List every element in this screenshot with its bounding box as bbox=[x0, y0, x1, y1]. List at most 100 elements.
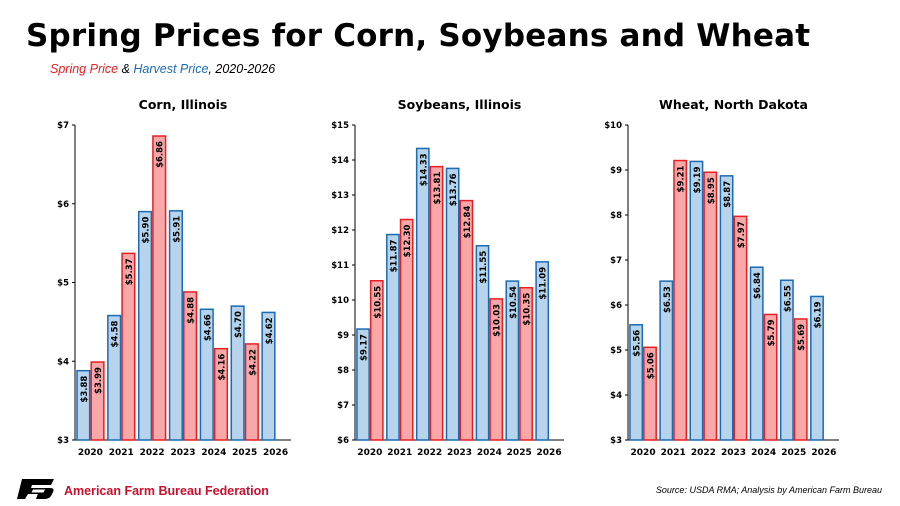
spring-price-bar bbox=[793, 318, 808, 441]
harvest-price-bar bbox=[168, 210, 183, 441]
harvest-value-label: $6.84 bbox=[753, 272, 763, 299]
spring-price-bar bbox=[519, 287, 533, 441]
harvest-price-bar bbox=[137, 210, 153, 441]
y-tick-label: $10 bbox=[331, 296, 349, 306]
x-tick-label: 2020 bbox=[357, 448, 382, 458]
page-title: Spring Prices for Corn, Soybeans and Whe… bbox=[26, 18, 811, 54]
chart-title: Corn, Illinois bbox=[139, 97, 228, 112]
afbf-logo-icon bbox=[17, 479, 54, 499]
y-tick-label: $7 bbox=[610, 256, 622, 266]
x-tick-label: 2026 bbox=[811, 448, 836, 458]
harvest-value-label: $5.91 bbox=[172, 216, 182, 243]
harvest-value-label: $11.87 bbox=[389, 239, 399, 272]
x-tick-label: 2025 bbox=[781, 448, 806, 458]
harvest-price-bar bbox=[689, 160, 704, 441]
harvest-value-label: $11.09 bbox=[539, 267, 549, 300]
y-tick-label: $13 bbox=[331, 191, 349, 201]
harvest-value-label: $4.58 bbox=[111, 320, 121, 347]
x-tick-label: 2021 bbox=[109, 448, 134, 458]
x-tick-label: 2024 bbox=[201, 448, 226, 458]
chart-soybeans-illinois: Soybeans, Illinois $6 $7 $8 $9 $10 $11 $12 $13 $1… bbox=[331, 97, 564, 458]
spring-value-label: $10.55 bbox=[373, 286, 383, 319]
y-tick-label: $7 bbox=[57, 121, 69, 131]
harvest-price-bar bbox=[810, 295, 824, 441]
y-tick-label: $4 bbox=[610, 391, 622, 401]
harvest-value-label: $3.88 bbox=[80, 376, 90, 403]
x-tick-label: 2026 bbox=[263, 448, 288, 458]
harvest-value-label: $5.90 bbox=[142, 217, 152, 244]
chart-title: Wheat, North Dakota bbox=[659, 97, 808, 112]
spring-price-bar bbox=[733, 215, 748, 441]
harvest-price-bar bbox=[356, 328, 370, 441]
x-tick-label: 2025 bbox=[507, 448, 532, 458]
spring-value-label: $6.86 bbox=[156, 141, 166, 168]
harvest-value-label: $10.54 bbox=[509, 286, 519, 319]
spring-price-bar bbox=[369, 280, 384, 441]
subtitle-spring-price: Spring Price bbox=[50, 62, 119, 76]
spring-value-label: $13.81 bbox=[433, 172, 443, 205]
spring-price-bar bbox=[90, 361, 105, 441]
y-tick-label: $6 bbox=[337, 436, 349, 446]
spring-price-bar bbox=[399, 218, 414, 441]
x-tick-label: 2023 bbox=[721, 448, 746, 458]
spring-value-label: $5.06 bbox=[647, 352, 657, 379]
spring-value-label: $10.35 bbox=[523, 293, 533, 326]
harvest-price-bar bbox=[719, 175, 734, 441]
y-tick-label: $6 bbox=[57, 200, 69, 210]
x-tick-label: 2024 bbox=[477, 448, 502, 458]
harvest-price-bar bbox=[629, 324, 644, 441]
harvest-price-bar bbox=[505, 280, 520, 441]
x-tick-label: 2020 bbox=[78, 448, 103, 458]
spring-value-label: $4.88 bbox=[187, 297, 197, 324]
harvest-price-bar bbox=[76, 369, 91, 441]
harvest-value-label: $6.53 bbox=[663, 286, 673, 313]
y-tick-label: $7 bbox=[337, 401, 349, 411]
subtitle-years: , 2020-2026 bbox=[208, 62, 276, 76]
harvest-value-label: $5.56 bbox=[633, 330, 643, 357]
spring-value-label: $3.99 bbox=[94, 367, 104, 394]
y-tick-label: $14 bbox=[331, 156, 349, 166]
harvest-value-label: $11.55 bbox=[479, 251, 489, 284]
harvest-price-bar bbox=[535, 261, 550, 441]
spring-value-label: $8.95 bbox=[707, 177, 717, 204]
spring-value-label: $4.16 bbox=[217, 354, 227, 381]
chart-wheat-north-dakota: Wheat, North Dakota $3 $4 $5 $6 $7 $8 $9 $10 2020… bbox=[604, 97, 839, 458]
harvest-price-bar bbox=[749, 266, 764, 441]
spring-price-bar bbox=[429, 165, 444, 441]
spring-price-bar bbox=[121, 252, 136, 441]
spring-price-bar bbox=[763, 313, 778, 441]
harvest-price-bar bbox=[261, 311, 276, 441]
x-tick-label: 2023 bbox=[447, 448, 472, 458]
spring-value-label: $12.30 bbox=[403, 224, 413, 257]
spring-value-label: $5.79 bbox=[767, 319, 777, 346]
spring-value-label: $7.97 bbox=[737, 221, 747, 248]
y-tick-label: $9 bbox=[610, 166, 622, 176]
harvest-value-label: $14.33 bbox=[419, 153, 429, 186]
spring-price-bar bbox=[244, 343, 259, 441]
x-tick-label: 2020 bbox=[631, 448, 656, 458]
x-tick-label: 2022 bbox=[140, 448, 165, 458]
y-tick-label: $12 bbox=[331, 226, 349, 236]
harvest-price-bar bbox=[107, 314, 122, 441]
spring-value-label: $5.37 bbox=[125, 258, 135, 285]
spring-price-bar bbox=[152, 135, 167, 441]
y-tick-label: $9 bbox=[337, 331, 349, 341]
spring-price-bar bbox=[489, 298, 504, 441]
x-tick-label: 2025 bbox=[232, 448, 257, 458]
spring-value-label: $5.69 bbox=[797, 324, 807, 351]
x-tick-label: 2022 bbox=[417, 448, 442, 458]
spring-value-label: $9.21 bbox=[677, 165, 687, 192]
source-note: Source: USDA RMA; Analysis by American F… bbox=[655, 485, 882, 495]
x-tick-label: 2026 bbox=[537, 448, 562, 458]
harvest-value-label: $9.17 bbox=[360, 334, 370, 361]
y-tick-label: $5 bbox=[610, 346, 622, 356]
x-tick-label: 2021 bbox=[387, 448, 412, 458]
y-tick-label: $6 bbox=[610, 301, 622, 311]
harvest-value-label: $8.87 bbox=[723, 181, 733, 208]
x-tick-label: 2024 bbox=[751, 448, 776, 458]
harvest-price-bar bbox=[445, 167, 460, 441]
spring-value-label: $10.03 bbox=[493, 304, 503, 337]
spring-price-bar bbox=[459, 199, 474, 441]
harvest-value-label: $4.66 bbox=[203, 314, 213, 341]
harvest-value-label: $6.19 bbox=[813, 301, 823, 328]
